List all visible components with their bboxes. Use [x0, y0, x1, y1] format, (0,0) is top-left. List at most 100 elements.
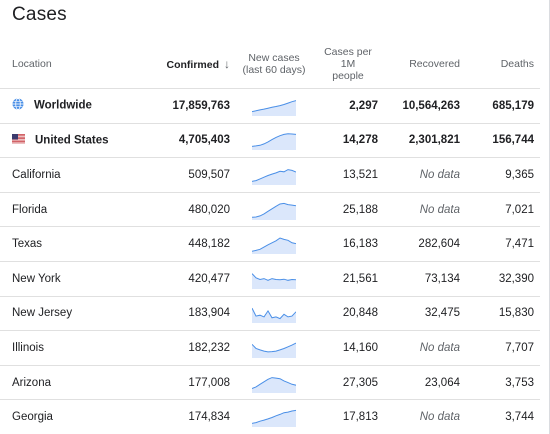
new-cases-sparkline [252, 202, 296, 220]
header-confirmed-label: Confirmed [166, 58, 220, 71]
location-name: Worldwide [34, 99, 92, 112]
new-cases-sparkline-cell [236, 191, 312, 227]
cases-per-1m-cell: 16,183 [312, 226, 384, 262]
deaths-cell: 156,744 [466, 122, 540, 158]
recovered-cell: 2,301,821 [384, 122, 466, 158]
sparkline-area [252, 343, 296, 358]
table-row[interactable]: California 509,507 13,521 No data 9,365 [0, 157, 540, 193]
location-cell[interactable]: Georgia [0, 399, 158, 434]
confirmed-cell: 182,232 [158, 330, 236, 366]
new-cases-sparkline-cell [236, 157, 312, 193]
new-cases-sparkline-cell [236, 399, 312, 434]
location-cell[interactable]: Worldwide [0, 88, 158, 124]
location-cell[interactable]: New York [0, 260, 158, 297]
cases-per-1m-cell: 25,188 [312, 191, 384, 227]
location-name: Illinois [12, 341, 44, 354]
sparkline-line [252, 410, 296, 425]
new-cases-sparkline [252, 342, 296, 358]
deaths-cell: 3,753 [466, 364, 540, 400]
cases-per-1m-cell: 14,160 [312, 330, 384, 366]
sparkline-line [252, 237, 296, 252]
confirmed-cell: 509,507 [158, 157, 236, 193]
sparkline-area [252, 308, 296, 324]
sparkline-line [252, 169, 296, 182]
sparkline-line [252, 99, 296, 112]
deaths-cell: 7,021 [466, 191, 540, 227]
location-cell[interactable]: Florida [0, 191, 158, 227]
header-recovered[interactable]: Recovered [409, 58, 460, 70]
new-cases-sparkline [252, 410, 296, 428]
location-name: California [12, 168, 61, 181]
recovered-cell: 10,564,263 [384, 88, 466, 124]
location-cell[interactable]: Illinois [0, 330, 158, 366]
cases-per-1m-cell: 27,305 [312, 364, 384, 400]
recovered-cell: 23,064 [384, 364, 466, 400]
location-name: New York [12, 272, 61, 285]
location-cell[interactable]: Arizona [0, 364, 158, 400]
globe-icon [12, 98, 24, 113]
header-location[interactable]: Location [12, 58, 52, 70]
location-cell[interactable]: United States [0, 122, 158, 158]
new-cases-sparkline [252, 169, 296, 185]
recovered-cell: 282,604 [384, 226, 466, 262]
new-cases-sparkline-cell [236, 226, 312, 262]
table-row[interactable]: Worldwide 17,859,763 2,297 10,564,263 685,17… [0, 88, 540, 124]
sparkline-line [252, 273, 296, 281]
table-row[interactable]: Arizona 177,008 27,305 23,064 3,753 [0, 364, 540, 400]
table-row[interactable]: Illinois 182,232 14,160 No data 7,707 [0, 330, 540, 366]
header-confirmed[interactable]: Confirmed ↓ [158, 40, 236, 89]
location-name: Arizona [12, 376, 51, 389]
arrow-down-icon: ↓ [224, 56, 230, 71]
location-name: United States [35, 134, 109, 147]
new-cases-sparkline-cell [236, 295, 312, 331]
confirmed-cell: 174,834 [158, 399, 236, 434]
sparkline-area [252, 410, 296, 428]
header-cases-per-1m[interactable]: Cases per 1M people [312, 40, 384, 89]
new-cases-sparkline [252, 133, 296, 151]
recovered-cell: 73,134 [384, 260, 466, 297]
recovered-cell: No data [384, 399, 466, 434]
recovered-cell: No data [384, 157, 466, 193]
location-name: Texas [12, 238, 43, 251]
location-cell[interactable]: New Jersey [0, 295, 158, 331]
cases-per-1m-cell: 14,278 [312, 122, 384, 158]
header-per-1m-line1: Cases per [324, 46, 372, 58]
location-name: Florida [12, 203, 48, 216]
header-new-cases-line2: (last 60 days) [242, 64, 306, 76]
new-cases-sparkline [252, 273, 296, 289]
new-cases-sparkline [252, 376, 296, 393]
confirmed-cell: 448,182 [158, 226, 236, 262]
location-cell[interactable]: California [0, 157, 158, 193]
cases-per-1m-cell: 2,297 [312, 88, 384, 124]
new-cases-sparkline [252, 237, 296, 255]
sparkline-area [252, 273, 296, 289]
confirmed-cell: 17,859,763 [158, 88, 236, 124]
deaths-cell: 9,365 [466, 157, 540, 193]
table-row[interactable]: Florida 480,020 25,188 No data 7,021 [0, 191, 540, 227]
table-row[interactable]: Georgia 174,834 17,813 No data 3,744 [0, 399, 540, 434]
location-name: New Jersey [12, 307, 73, 320]
deaths-cell: 685,179 [466, 88, 540, 124]
table-row[interactable]: New York 420,477 21,561 73,134 32,390 [0, 260, 540, 297]
sparkline-area [252, 202, 296, 220]
confirmed-cell: 480,020 [158, 191, 236, 227]
sparkline-line [252, 308, 296, 320]
deaths-cell: 3,744 [466, 399, 540, 434]
sparkline-area [252, 169, 296, 185]
us-flag-icon [12, 133, 25, 147]
new-cases-sparkline-cell [236, 364, 312, 400]
page-title: Cases [12, 4, 67, 25]
cases-per-1m-cell: 21,561 [312, 260, 384, 297]
header-deaths[interactable]: Deaths [500, 58, 534, 70]
table-row[interactable]: New Jersey 183,904 20,848 32,475 15,830 [0, 295, 540, 331]
new-cases-sparkline-cell [236, 330, 312, 366]
recovered-cell: No data [384, 330, 466, 366]
location-cell[interactable]: Texas [0, 226, 158, 262]
header-new-cases[interactable]: New cases (last 60 days) [236, 40, 312, 89]
cases-table: Location Confirmed ↓ New cases (last 60 d… [0, 40, 540, 434]
table-row[interactable]: United States 4,705,403 14,278 2,301,821 156… [0, 122, 540, 158]
new-cases-sparkline-cell [236, 88, 312, 124]
table-row[interactable]: Texas 448,182 16,183 282,604 7,471 [0, 226, 540, 262]
recovered-cell: No data [384, 191, 466, 227]
confirmed-cell: 177,008 [158, 364, 236, 400]
